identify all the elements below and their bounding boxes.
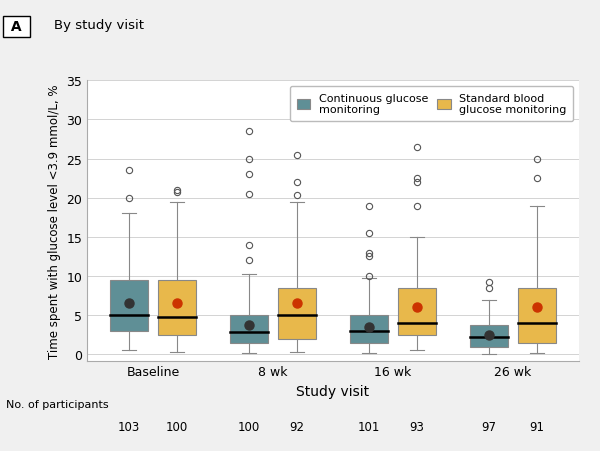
Text: 100: 100 (166, 420, 188, 433)
Legend: Continuous glucose
monitoring, Standard blood
glucose monitoring: Continuous glucose monitoring, Standard … (290, 87, 574, 122)
Text: 100: 100 (238, 420, 260, 433)
Text: No. of participants: No. of participants (6, 399, 109, 409)
Y-axis label: Time spent with glucose level <3.9 mmol/L, %: Time spent with glucose level <3.9 mmol/… (48, 84, 61, 358)
Text: 93: 93 (410, 420, 424, 433)
Text: A: A (6, 20, 26, 34)
Bar (110, 281, 148, 331)
Bar (350, 316, 388, 343)
Text: By study visit: By study visit (54, 19, 144, 32)
Text: 92: 92 (290, 420, 305, 433)
Bar (158, 281, 196, 335)
Text: 101: 101 (358, 420, 380, 433)
X-axis label: Study visit: Study visit (296, 384, 370, 398)
Bar (398, 288, 436, 335)
Bar (278, 288, 316, 339)
Text: 97: 97 (481, 420, 497, 433)
Text: 91: 91 (530, 420, 545, 433)
Text: 103: 103 (118, 420, 140, 433)
Bar (518, 288, 556, 343)
Bar (470, 325, 508, 347)
Bar (230, 316, 268, 343)
